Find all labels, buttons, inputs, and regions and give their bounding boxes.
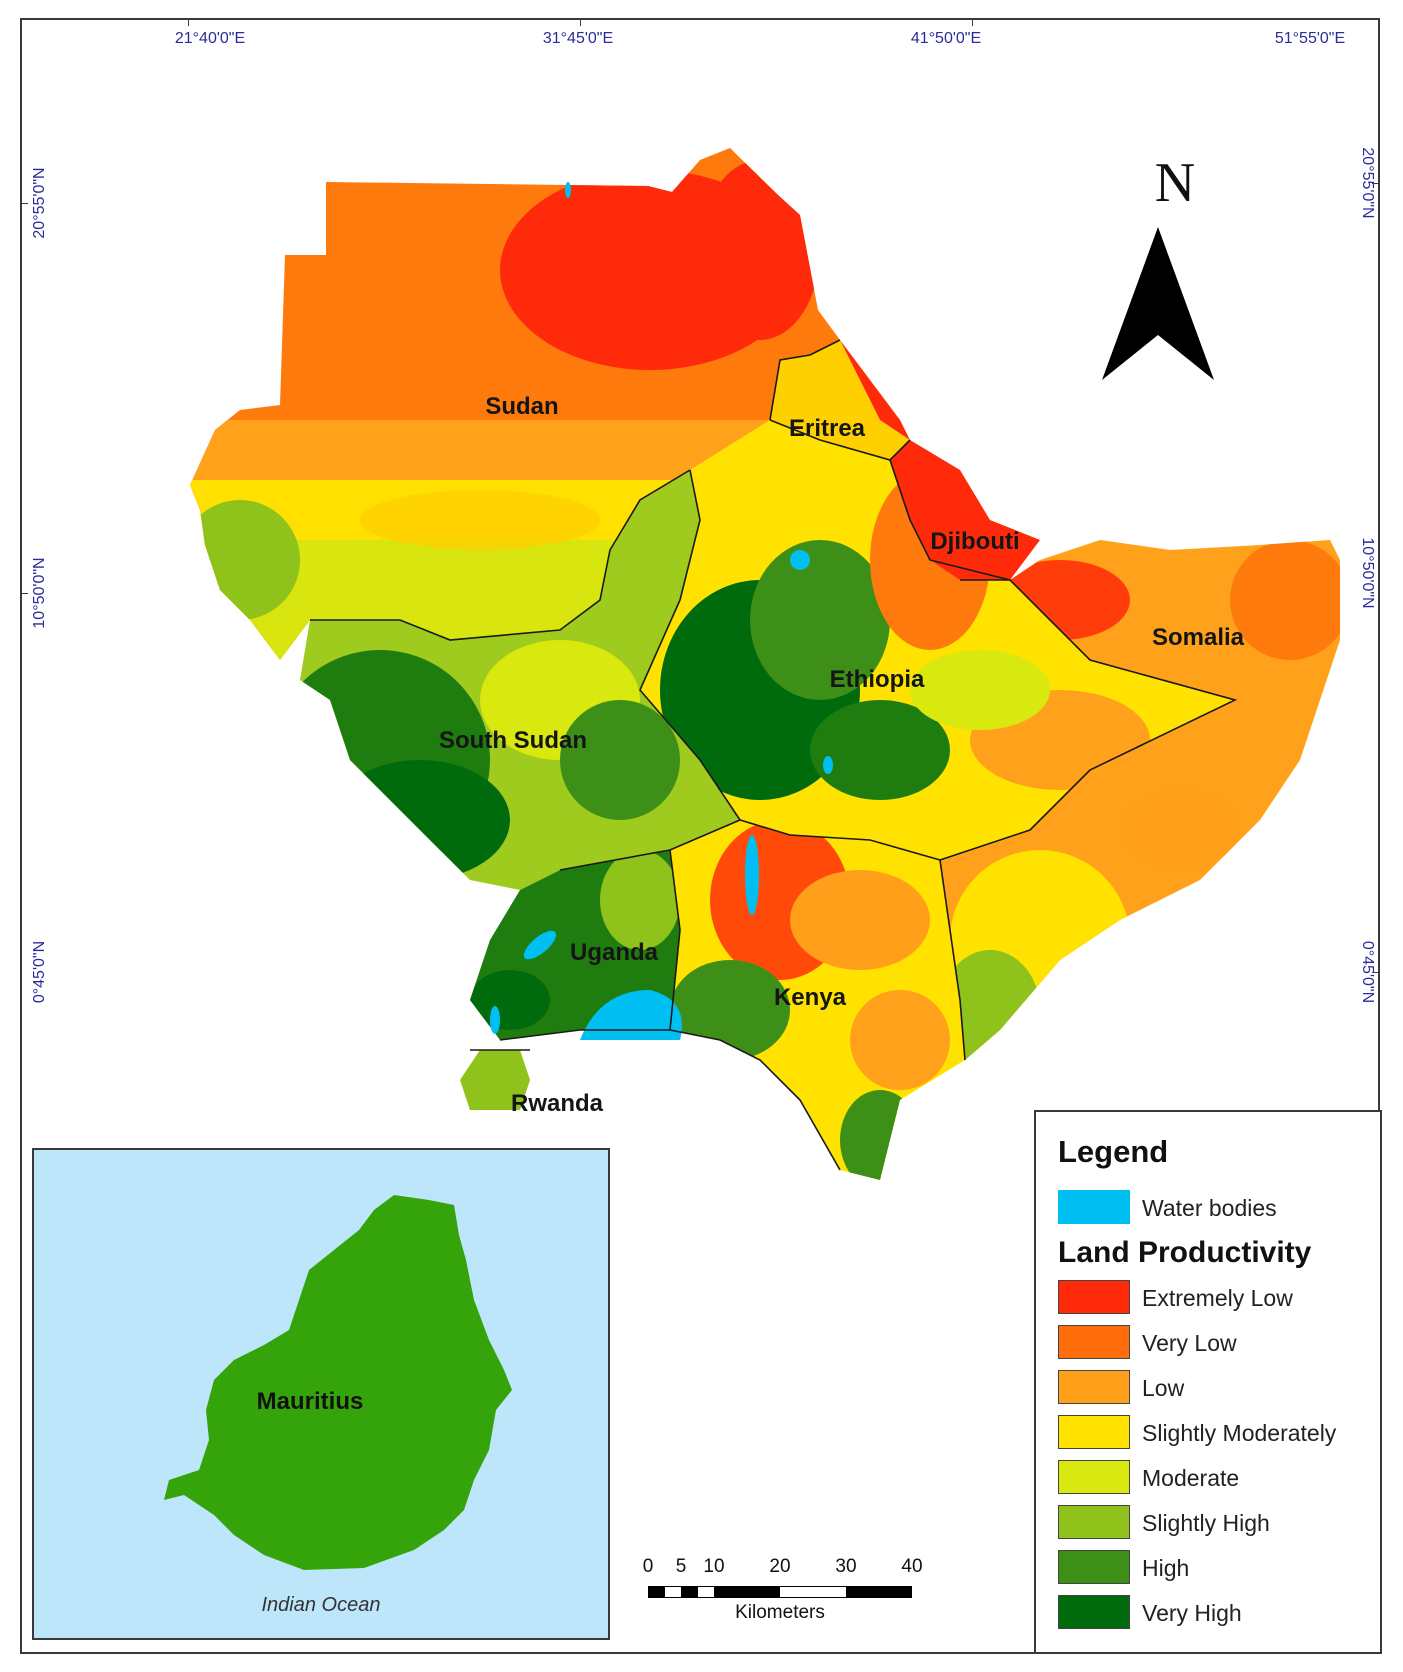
tick-top-3	[972, 18, 973, 26]
region-djibouti	[890, 440, 1040, 580]
tick-right-2	[1372, 972, 1380, 973]
mauritius-island	[164, 1195, 512, 1570]
label-uganda: Uganda	[569, 939, 659, 966]
label-somalia: Somalia	[1151, 624, 1245, 651]
region-eritrea	[770, 340, 910, 460]
region-kenya	[670, 820, 965, 1180]
label-eritrea: Eritrea	[788, 415, 866, 442]
north-arrow-icon	[1102, 227, 1214, 380]
scale-seg	[649, 1587, 665, 1597]
north-letter: N	[1154, 152, 1196, 214]
scale-tick-30: 30	[835, 1556, 857, 1577]
legend-swatch-high	[1058, 1550, 1130, 1584]
region-uganda	[470, 850, 680, 1040]
scale-units: Kilometers	[735, 1602, 825, 1623]
scale-tick-10: 10	[703, 1556, 725, 1577]
coord-top-4: 51°55'0"E	[1274, 30, 1346, 47]
region-south-sudan	[300, 470, 740, 890]
coord-top-1: 21°40'0"E	[174, 30, 246, 47]
legend-label-slightly-high: Slightly High	[1142, 1510, 1270, 1536]
map-frame	[20, 18, 1380, 1654]
legend-label-low: Low	[1142, 1375, 1185, 1401]
scale-tick-5: 5	[675, 1556, 687, 1577]
legend-label-extremely-low: Extremely Low	[1142, 1285, 1293, 1311]
country-borders	[310, 339, 1238, 1171]
label-ethiopia: Ethiopia	[829, 666, 925, 693]
legend-label-high: High	[1142, 1555, 1190, 1581]
north-arrow: N	[1100, 155, 1250, 395]
coord-top-2: 31°45'0"E	[542, 30, 614, 47]
label-sudan: Sudan	[485, 393, 559, 420]
legend-subtitle: Land Productivity	[1058, 1236, 1312, 1269]
inset-ocean-label: Indian Ocean	[261, 1594, 381, 1616]
scale-tick-20: 20	[769, 1556, 791, 1577]
scale-bar: 0 5 10 20 30 40 Kilometers	[640, 1556, 930, 1636]
legend-label-very-high: Very High	[1142, 1600, 1242, 1626]
legend-swatch-extremely-low	[1058, 1280, 1130, 1314]
scale-seg	[714, 1587, 780, 1597]
label-south-sudan: South Sudan	[439, 727, 587, 754]
tick-top-1	[188, 18, 189, 26]
tick-left-1	[20, 203, 28, 204]
scale-tick-40: 40	[901, 1556, 923, 1577]
inset-map: Indian Ocean	[32, 1148, 610, 1640]
scale-seg	[681, 1587, 698, 1597]
legend-swatch-water	[1058, 1190, 1130, 1224]
tick-left-2	[20, 593, 28, 594]
legend-swatch-low	[1058, 1370, 1130, 1404]
legend-label-very-low: Very Low	[1142, 1330, 1237, 1356]
label-mauritius: Mauritius	[256, 1388, 364, 1415]
tick-top-2	[580, 18, 581, 26]
coord-top-3: 41°50'0"E	[910, 30, 982, 47]
scale-seg	[846, 1587, 912, 1597]
water-bodies	[490, 182, 833, 1040]
label-kenya: Kenya	[773, 984, 847, 1011]
legend-label-moderate: Moderate	[1142, 1465, 1240, 1491]
label-djibouti: Djibouti	[930, 528, 1020, 555]
label-rwanda: Rwanda	[510, 1090, 604, 1117]
tick-right-1	[1372, 183, 1380, 184]
scale-bar-graphic	[648, 1586, 912, 1598]
region-rwanda	[460, 1050, 530, 1110]
legend-swatch-slightly-high	[1058, 1505, 1130, 1539]
legend-swatch-very-high	[1058, 1595, 1130, 1629]
legend-swatch-very-low	[1058, 1325, 1130, 1359]
legend-title: Legend	[1058, 1134, 1169, 1169]
legend: Legend Water bodies Land Productivity Ex…	[1034, 1110, 1382, 1654]
legend-label-water: Water bodies	[1142, 1195, 1277, 1221]
legend-label-slightly-moderately: Slightly Moderately	[1142, 1420, 1337, 1446]
legend-swatch-moderate	[1058, 1460, 1130, 1494]
legend-swatch-slightly-moderately	[1058, 1415, 1130, 1449]
scale-tick-0: 0	[642, 1556, 654, 1577]
